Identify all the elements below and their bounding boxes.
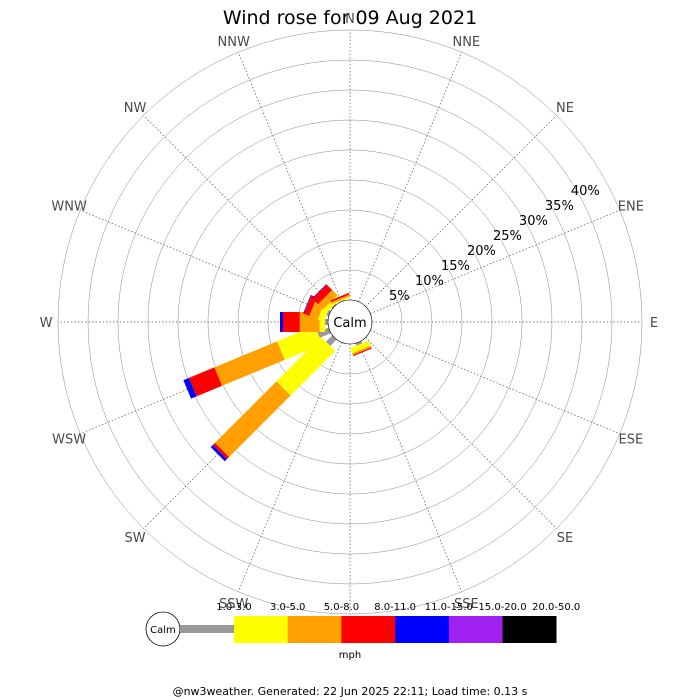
legend-swatch-0 — [180, 625, 234, 633]
direction-spokes — [58, 30, 642, 614]
radial-tick-8: 40% — [571, 184, 600, 199]
spoke-ene — [370, 209, 620, 314]
bar-wsw-bin2 — [214, 341, 285, 386]
bar-sse-bin2 — [352, 345, 372, 356]
bar-nw-bin0 — [331, 303, 337, 309]
chart-title: Wind rose for 09 Aug 2021 — [223, 7, 477, 29]
legend-unit: mph — [339, 650, 361, 661]
radial-tick-1: 5% — [389, 289, 410, 304]
bar-wsw-bin0 — [317, 327, 331, 338]
spoke-nne — [358, 52, 463, 302]
bar-sw-bin4 — [210, 445, 227, 462]
direction-labels: NNNENEENEEESESESSESSSWSWWSWWWNWNWNNW — [40, 12, 659, 635]
bar-w-bin3 — [283, 312, 300, 332]
direction-label-se: SE — [557, 531, 573, 546]
direction-label-ene: ENE — [618, 200, 644, 215]
legend-swatch-5 — [448, 616, 503, 643]
legend-bin-label-1: 1.0-3.0 — [216, 602, 251, 613]
legend-bin-label-4: 8.0-11.0 — [374, 602, 416, 613]
bar-sw-bin2 — [214, 381, 291, 458]
bar-nnw-bin2 — [330, 294, 351, 304]
spoke-ssw — [237, 342, 342, 592]
calm-label: Calm — [333, 316, 366, 331]
spoke-sw — [143, 337, 335, 529]
direction-label-e: E — [650, 316, 658, 331]
legend: Calm 1.0-3.0 3.0-5.0 5.0-8.0 8.0-11.0 11.0-1… — [145, 602, 580, 661]
legend-swatch-1 — [234, 616, 288, 643]
legend-swatch-3 — [341, 616, 396, 643]
radial-tick-5: 25% — [493, 229, 522, 244]
spoke-nnw — [237, 52, 342, 302]
direction-label-sw: SW — [124, 531, 145, 546]
direction-label-n: N — [345, 12, 355, 27]
spoke-ne — [365, 115, 557, 307]
grid-ring-5 — [177, 149, 523, 495]
radial-tick-3: 15% — [441, 259, 470, 274]
bar-sw-bin3 — [212, 442, 230, 460]
bar-wnw-bin0 — [326, 309, 331, 317]
radial-tick-4: 20% — [467, 244, 496, 259]
footer-text: @nw3weather. Generated: 22 Jun 2025 22:1… — [173, 685, 528, 698]
direction-label-sse: SSE — [454, 597, 479, 612]
radial-tick-7: 35% — [545, 199, 574, 214]
direction-label-nnw: NNW — [218, 35, 250, 50]
radial-tick-2: 10% — [415, 274, 444, 289]
bar-wnw-bin4 — [303, 294, 312, 314]
spoke-wnw — [80, 209, 330, 314]
radial-tick-6: 30% — [519, 214, 548, 229]
spoke-nw — [143, 115, 335, 307]
bar-sw-bin1 — [276, 336, 336, 396]
direction-label-ese: ESE — [619, 432, 644, 447]
legend-swatch-2 — [287, 616, 342, 643]
bar-nw-bin2 — [318, 290, 338, 310]
legend-calm-label: Calm — [150, 625, 176, 636]
bar-w-bin4 — [280, 312, 283, 332]
legend-bin-label-7: 20.0-50.0 — [532, 602, 580, 613]
bar-nnw-bin1 — [331, 296, 351, 305]
legend-bin-label-2: 3.0-5.0 — [270, 602, 305, 613]
legend-bin-label-5: 11.0-15.0 — [425, 602, 473, 613]
spoke-sse — [358, 342, 463, 592]
calm-circle: Calm — [327, 299, 373, 345]
legend-bin-label-6: 15.0-20.0 — [478, 602, 526, 613]
grid-ring-8 — [87, 59, 613, 585]
bar-sw-bin0 — [325, 335, 337, 347]
direction-label-wsw: WSW — [52, 432, 86, 447]
bar-wsw-bin4 — [183, 377, 197, 399]
direction-label-wnw: WNW — [51, 200, 87, 215]
radial-tick-labels: 5% 10%15%20%25%30%35%40% — [389, 184, 600, 304]
legend-bin-label-3: 5.0-8.0 — [324, 602, 359, 613]
spoke-wsw — [80, 330, 330, 435]
bar-w-bin0 — [325, 319, 328, 325]
bar-nw-bin4 — [312, 284, 327, 299]
grid-ring-3 — [237, 209, 463, 435]
direction-label-nne: NNE — [452, 35, 480, 50]
wind-bars — [183, 284, 372, 462]
legend-swatch-4 — [395, 616, 450, 643]
bar-wsw-bin3 — [188, 367, 223, 397]
bar-sse-bin0 — [355, 341, 363, 346]
direction-label-ssw: SSW — [219, 597, 249, 612]
bar-nnw-bin3 — [330, 292, 350, 303]
spoke-ese — [370, 330, 620, 435]
bar-nw-bin3 — [312, 284, 333, 305]
bar-wnw-bin3 — [303, 295, 317, 316]
spoke-se — [365, 337, 557, 529]
bar-wsw-bin1 — [277, 325, 323, 360]
direction-label-ne: NE — [556, 101, 574, 116]
direction-label-w: W — [40, 316, 53, 331]
bar-sse-bin3 — [352, 347, 372, 357]
bar-sse-bin1 — [350, 340, 371, 354]
legend-swatch-6 — [502, 616, 557, 643]
direction-label-nw: NW — [124, 101, 147, 116]
